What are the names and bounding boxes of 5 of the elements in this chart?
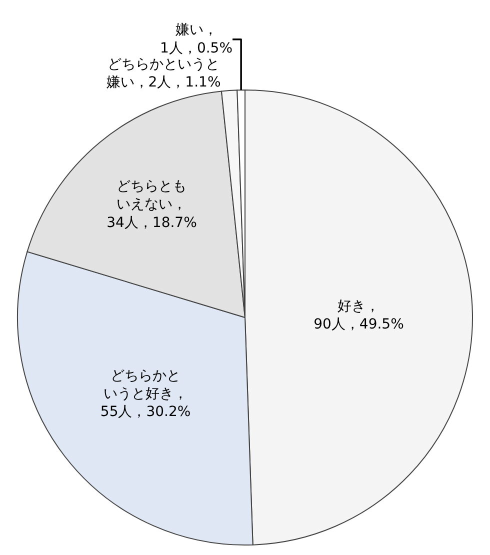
slice-label: どちらともいえない，34人，18.7% [106, 178, 197, 231]
slice-label: 嫌い，1人，0.5% [160, 22, 233, 56]
slice-label: 好き，90人，49.5% [314, 298, 404, 333]
slice-label: どちらかというと好き，55人，30.2% [100, 368, 191, 420]
slice-label: どちらかというと嫌い，2人，1.1% [106, 56, 221, 91]
